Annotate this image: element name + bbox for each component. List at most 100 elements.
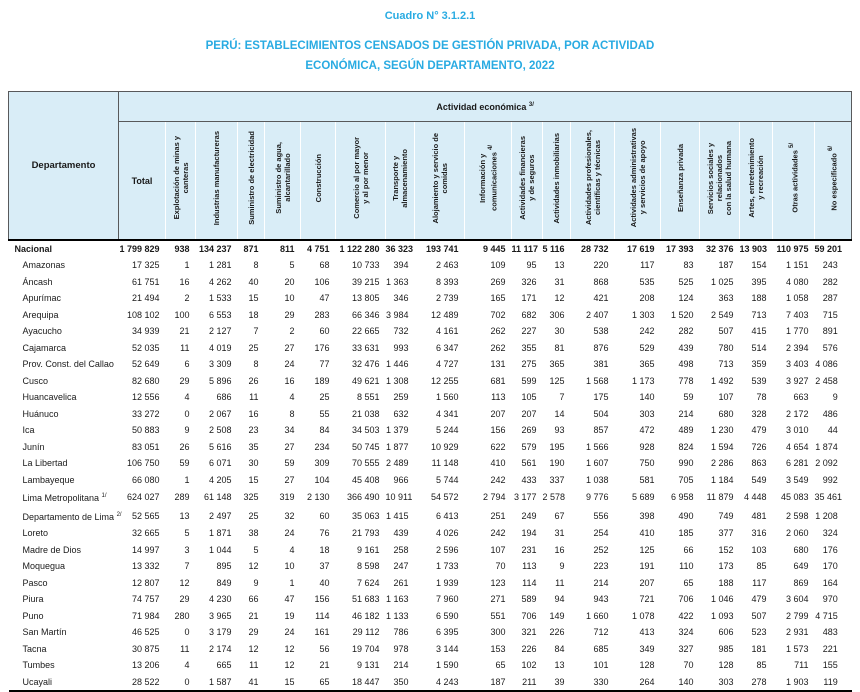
table-cell: 156 (490, 425, 506, 436)
table-cell: 27 (284, 441, 295, 452)
table-cell: 24 (284, 528, 295, 539)
table-cell: 29 (284, 309, 295, 320)
table-row: Cusco 82 680 29 5 896 26 16 189 49 621 1 308 12 2… (9, 373, 852, 390)
table-cell: 1 594 (710, 441, 734, 452)
table-cell: 439 (393, 528, 409, 539)
column-header-label: Suministro de electricidad (246, 131, 256, 225)
table-cell: 328 (751, 408, 767, 419)
table-row: Tacna 30 875 11 2 174 12 12 56 19 704 978 3 144 15… (9, 641, 852, 658)
row-label: Lambayeque (22, 474, 75, 485)
table-cell: 581 (639, 474, 655, 485)
table-cell: 2 549 (710, 309, 734, 320)
table-cell: 985 (718, 643, 734, 654)
column-header: Actividades profesionales, científicas y… (570, 121, 615, 241)
table-cell: 18 (248, 309, 259, 320)
table-cell: 44 (827, 425, 838, 436)
table-cell: 78 (756, 392, 767, 403)
table-cell: 2 (289, 326, 295, 337)
row-label: Pasco (22, 577, 48, 588)
table-cell: 29 112 (352, 627, 380, 638)
table-cell: 258 (393, 544, 409, 555)
table-row: Prov. Const. del Callao 52 649 6 3 309 8 24 77… (9, 356, 852, 373)
table-cell: 119 (814, 673, 852, 692)
table-cell: 35 (248, 441, 259, 452)
table-cell: 45 408 (351, 474, 380, 485)
table-cell: 4 (184, 660, 190, 671)
column-header-label: Enseñanza privada (675, 144, 685, 212)
table-cell: 189 (314, 375, 330, 386)
table-cell: 12 (554, 293, 565, 304)
data-table: Departamento Actividad económica 3/ Tota… (8, 91, 853, 692)
table-cell: 188 (718, 577, 734, 588)
table-cell: 3 927 (785, 375, 809, 386)
column-header: Construcción (300, 121, 336, 241)
table-cell: 287 (822, 293, 838, 304)
row-label: Lima Metropolitana 1/ (22, 493, 107, 504)
table-cell: 21 038 (351, 408, 380, 419)
column-header: Artes, entretenimiento y recreación (739, 121, 773, 241)
table-cell: 11 (180, 643, 190, 654)
table-cell: 895 (216, 561, 232, 572)
table-cell: 514 (751, 342, 767, 353)
table-cell: 23 (248, 425, 259, 436)
table-cell: 349 (639, 643, 655, 654)
row-label: Madre de Dios (22, 544, 82, 555)
table-cell: 5 116 (542, 243, 565, 254)
table-cell: 66 (683, 544, 694, 555)
table-cell: 3 403 (785, 359, 809, 370)
column-header-label: Actividades profesionales, científicas y… (583, 130, 602, 226)
activity-group-header: Actividad económica 3/ (117, 91, 853, 123)
total-label: Total (131, 175, 153, 186)
table-cell: 47 (319, 293, 330, 304)
table-cell: 85 (756, 660, 767, 671)
table-cell: 4 026 (435, 528, 459, 539)
table-cell: 4 654 (785, 441, 809, 452)
table-cell: 113 (491, 392, 506, 403)
table-cell: 5 744 (435, 474, 459, 485)
table-cell: 1 122 280 (339, 243, 380, 254)
column-header: Información y comunicaciones 4/ (464, 121, 512, 241)
table-cell: 326 (521, 276, 537, 287)
column-header: Actividades administrativas y servicios … (614, 121, 661, 241)
row-label: La Libertad (22, 458, 68, 469)
table-cell: 3 984 (385, 309, 409, 320)
table-cell: 970 (822, 594, 838, 605)
table-cell: 19 704 (351, 643, 380, 654)
table-cell: 11 (180, 342, 190, 353)
table-cell: 74 757 (131, 594, 160, 605)
table-cell: 824 (678, 441, 694, 452)
table-cell: 60 (319, 326, 330, 337)
table-cell: 2 799 (785, 610, 809, 621)
table-cell: 15 (248, 474, 259, 485)
column-header-label: Actividades administrativas y servicios … (628, 128, 647, 228)
column-header-label: Información y comunicaciones (477, 152, 499, 211)
column-header-label: Suministro de agua, alcantarillado (273, 142, 292, 214)
table-cell: 4 161 (435, 326, 459, 337)
table-cell: 227 (521, 326, 537, 337)
table-cell: 155 (822, 660, 838, 671)
table-cell: 105 (521, 392, 537, 403)
table-cell: 13 (554, 660, 565, 671)
table-cell: 33 631 (351, 342, 380, 353)
table-cell: 4 727 (435, 359, 459, 370)
table-cell: 271 (490, 594, 506, 605)
row-label: Áncash (22, 276, 53, 287)
table-cell: 35 063 (351, 510, 380, 521)
table-cell: 21 793 (351, 528, 380, 539)
table-cell: 45 083 (780, 492, 809, 503)
table-number: Cuadro N° 3.1.2.1 (384, 10, 476, 22)
table-cell: 25 (248, 510, 259, 521)
table-cell: 1 871 (208, 528, 232, 539)
table-cell: 1 566 (585, 441, 609, 452)
table-cell: 7 624 (356, 577, 380, 588)
table-cell: 52 035 (131, 342, 160, 353)
table-cell: 50 883 (131, 425, 160, 436)
row-label: Prov. Const. del Callao (22, 359, 114, 370)
table-cell: 1 533 (208, 293, 232, 304)
table-cell: 14 (554, 408, 565, 419)
table-cell: 38 (248, 528, 259, 539)
table-cell: 61 751 (131, 276, 160, 287)
table-cell: 34 939 (131, 326, 160, 337)
table-cell: 8 551 (356, 392, 380, 403)
table-cell: 9 (184, 425, 190, 436)
